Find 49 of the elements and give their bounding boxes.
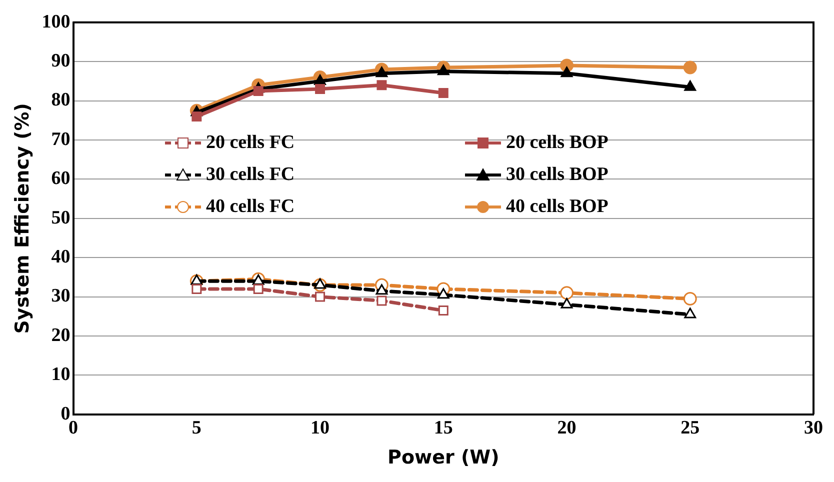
legend-label: 20 cells FC	[206, 132, 295, 154]
y-tick-label: 90	[51, 50, 70, 72]
y-tick-label: 30	[51, 286, 70, 307]
point	[438, 88, 448, 98]
point	[376, 284, 388, 295]
point	[314, 74, 326, 85]
legend-label: 40 cells FC	[206, 196, 295, 218]
y-tick-label: 70	[51, 128, 70, 150]
point	[560, 298, 573, 308]
x-tick-label: 20	[557, 418, 576, 439]
point	[438, 306, 448, 316]
point	[683, 292, 697, 306]
y-tick-label: 40	[51, 246, 70, 268]
point	[253, 86, 264, 96]
y-tick-label: 80	[51, 90, 70, 111]
point	[437, 288, 450, 299]
point	[560, 66, 573, 78]
point	[192, 284, 202, 294]
x-tick-label: 30	[804, 418, 823, 439]
x-tick-label: 10	[310, 418, 330, 439]
legend-label: 30 cells FC	[206, 164, 295, 186]
x-axis-title: Power (W)	[388, 446, 500, 469]
point	[684, 308, 696, 318]
legend-label: 20 cells BOP	[506, 132, 608, 154]
x-tick-label: 5	[192, 418, 202, 439]
point	[253, 284, 264, 294]
x-tick-label: 15	[434, 418, 453, 439]
point	[376, 66, 388, 78]
point	[684, 80, 696, 91]
point	[315, 84, 326, 94]
point	[192, 111, 202, 122]
point	[376, 80, 387, 90]
y-tick-label: 60	[51, 168, 70, 190]
point	[315, 292, 326, 302]
point	[190, 274, 203, 285]
point	[560, 286, 574, 300]
legend-label: 40 cells BOP	[506, 196, 608, 218]
point	[376, 296, 387, 306]
y-tick-label: 100	[42, 11, 70, 32]
point	[683, 60, 697, 74]
point	[437, 64, 450, 76]
y-axis-title: System Efficiency (%)	[11, 103, 34, 334]
point	[314, 278, 326, 289]
x-tick-label: 25	[680, 418, 700, 439]
y-tick-label: 50	[51, 207, 70, 228]
legend-label: 30 cells BOP	[506, 164, 608, 186]
y-tick-label: 0	[60, 403, 70, 424]
y-tick-label: 10	[51, 364, 70, 386]
y-tick-label: 20	[51, 324, 70, 346]
